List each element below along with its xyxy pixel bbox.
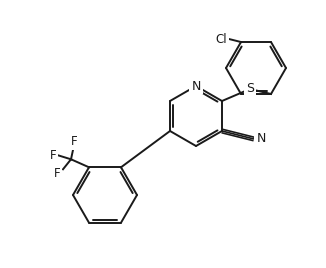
Text: N: N xyxy=(191,80,201,92)
Text: F: F xyxy=(50,149,56,162)
Text: F: F xyxy=(71,135,77,148)
Text: S: S xyxy=(246,83,254,95)
Text: Cl: Cl xyxy=(215,32,227,46)
Text: N: N xyxy=(256,132,266,146)
Text: F: F xyxy=(54,167,60,180)
